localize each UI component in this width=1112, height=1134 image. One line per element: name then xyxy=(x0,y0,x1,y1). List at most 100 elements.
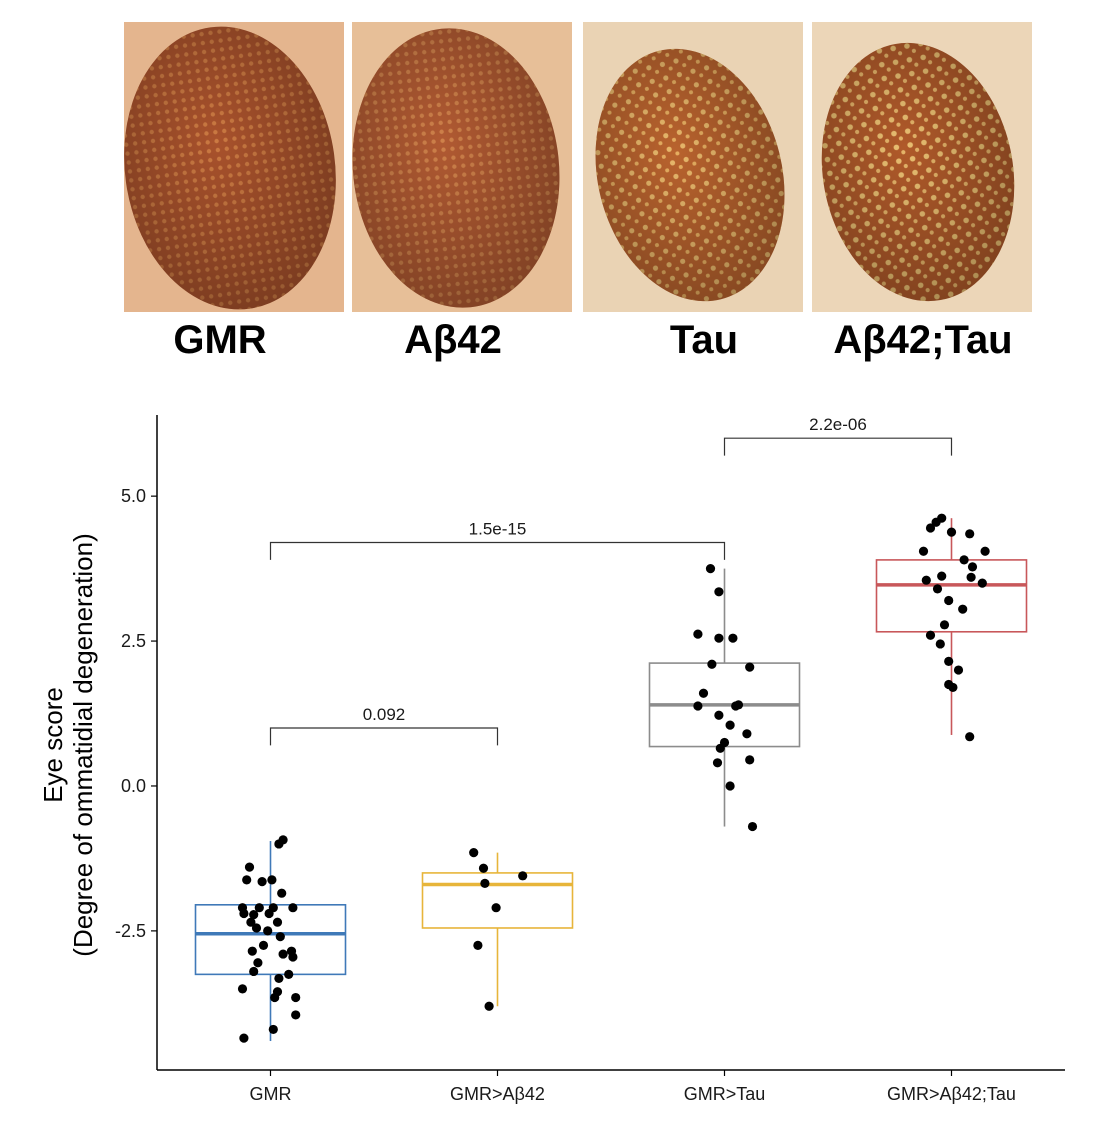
data-point xyxy=(714,710,724,720)
data-point xyxy=(267,875,277,885)
data-point xyxy=(249,966,259,977)
data-point xyxy=(693,629,703,639)
data-point xyxy=(747,821,758,832)
data-point xyxy=(473,940,483,950)
data-point xyxy=(932,584,943,594)
data-point xyxy=(959,555,969,565)
eye-shading xyxy=(124,26,336,310)
data-point xyxy=(707,659,717,669)
data-point xyxy=(937,571,947,581)
data-point xyxy=(745,662,755,672)
data-point xyxy=(258,940,269,950)
data-point xyxy=(944,656,954,666)
data-point xyxy=(925,523,936,533)
y-axis-title-line2: (Degree of ommatidial degeneration) xyxy=(68,533,98,956)
data-point xyxy=(725,781,735,791)
eye-label-ab42-tau: Aβ42;Tau xyxy=(833,318,1012,362)
comparison-bracket xyxy=(723,437,953,456)
data-point xyxy=(953,665,964,675)
data-point xyxy=(958,604,968,614)
eye-shading xyxy=(595,48,785,302)
data-point xyxy=(270,992,280,1003)
data-point xyxy=(518,871,528,881)
data-point xyxy=(257,877,267,887)
data-point xyxy=(939,620,950,630)
eye-label-tau: Tau xyxy=(670,318,738,362)
y-tick-label: 0.0 xyxy=(121,776,146,796)
x-tick-label: GMR>Aβ42;Tau xyxy=(887,1084,1016,1104)
eye-label-gmr: GMR xyxy=(173,318,266,362)
data-point xyxy=(948,682,958,693)
data-point xyxy=(977,578,987,588)
eye-photo-ab42 xyxy=(352,22,572,312)
data-point xyxy=(275,932,285,942)
data-point xyxy=(967,562,978,572)
data-point xyxy=(980,546,990,556)
eye-label-ab42: Aβ42 xyxy=(404,318,502,362)
comparison-p-value: 2.2e-06 xyxy=(809,415,867,434)
data-point xyxy=(725,720,735,730)
data-point xyxy=(244,862,255,872)
comparison-p-value: 1.5e-15 xyxy=(469,520,527,539)
data-point xyxy=(715,743,725,753)
data-point xyxy=(251,923,262,933)
eye-shading xyxy=(821,42,1015,302)
eye-shading xyxy=(352,28,560,308)
data-point xyxy=(247,946,257,956)
x-tick-label: GMR>Aβ42 xyxy=(450,1084,545,1104)
data-point xyxy=(918,546,929,556)
eye-photo-gmr xyxy=(124,22,344,312)
data-point xyxy=(239,1033,249,1043)
comparison-bracket xyxy=(269,727,499,746)
data-point xyxy=(921,575,931,585)
y-tick-label: 2.5 xyxy=(121,631,146,651)
comparison-bracket xyxy=(269,541,726,560)
data-point xyxy=(742,729,752,739)
data-point xyxy=(714,633,724,643)
data-point xyxy=(274,839,284,849)
data-point xyxy=(698,688,709,698)
data-point xyxy=(946,527,957,537)
box-plot: Eye score (Degree of ommatidial degenera… xyxy=(38,415,1065,1104)
y-axis-title: Eye score (Degree of ommatidial degenera… xyxy=(38,533,98,956)
data-point xyxy=(249,910,259,920)
data-point xyxy=(714,587,724,597)
data-point xyxy=(284,969,294,979)
data-point xyxy=(263,926,273,936)
y-tick-label: 5.0 xyxy=(121,486,146,506)
data-point xyxy=(239,908,249,919)
data-point xyxy=(966,572,976,582)
data-point xyxy=(254,903,264,913)
data-point xyxy=(733,700,744,710)
data-point xyxy=(242,875,252,885)
data-point xyxy=(693,701,703,711)
x-tick-label: GMR xyxy=(250,1084,292,1104)
data-point xyxy=(237,984,248,994)
data-point xyxy=(277,888,287,898)
data-point xyxy=(935,639,945,649)
data-point xyxy=(480,878,490,888)
eye-photo-row xyxy=(124,22,1032,312)
data-point xyxy=(274,973,284,984)
data-point xyxy=(944,595,954,606)
data-point xyxy=(491,903,501,913)
data-point xyxy=(268,1024,278,1035)
data-point xyxy=(288,952,298,962)
data-point xyxy=(272,917,283,927)
data-point xyxy=(291,1010,301,1020)
x-tick-label: GMR>Tau xyxy=(684,1084,766,1104)
eye-photo-ab42-tau xyxy=(812,22,1032,312)
data-point xyxy=(705,564,716,574)
data-point xyxy=(253,958,263,968)
box xyxy=(421,872,574,929)
data-point xyxy=(469,848,479,858)
data-point xyxy=(728,633,738,643)
data-point xyxy=(264,908,274,919)
data-point xyxy=(278,949,288,959)
data-point xyxy=(291,992,301,1003)
data-point xyxy=(246,917,256,927)
data-point xyxy=(288,903,298,913)
data-point xyxy=(965,732,975,742)
data-point xyxy=(745,755,755,765)
y-tick-label: -2.5 xyxy=(115,921,146,941)
